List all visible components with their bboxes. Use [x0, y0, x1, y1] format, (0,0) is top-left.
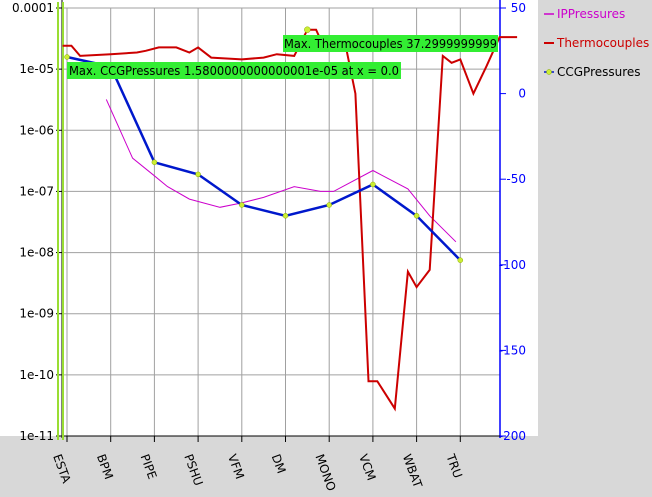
series-line-ccgpressures	[66, 55, 462, 262]
thermo-max-point	[304, 26, 311, 33]
right-tick-label: -200	[499, 429, 526, 443]
series-line-ippressures	[105, 99, 457, 243]
legend-item-ippressures: IPPressures	[544, 7, 625, 21]
series-line-thermocouples	[62, 28, 518, 412]
ccg-point	[282, 213, 289, 219]
annotation-ccg-max: Max. CCGPressures 1.5800000000000001e-05…	[67, 62, 401, 79]
right-tick-label: -150	[499, 343, 526, 357]
ccg-point	[370, 181, 376, 188]
ccg-point	[457, 257, 464, 263]
x-axis-band	[0, 436, 538, 497]
legend-item-thermocouples: Thermocouples	[544, 36, 649, 50]
ccg-point	[64, 54, 70, 60]
right-tick-label: 50	[511, 1, 526, 15]
annotation-thermo-max: Max. Thermocouples 37.2999999999	[283, 35, 498, 52]
ccg-point	[151, 159, 158, 166]
legend-item-ccgpressures: CCGPressures	[544, 65, 641, 79]
legend-label: Thermocouples	[556, 36, 649, 50]
legend-label: IPPressures	[557, 7, 625, 21]
annotation-box	[283, 35, 498, 52]
ccg-point	[413, 213, 420, 219]
annotation-text: Max. Thermocouples 37.2999999999	[284, 37, 497, 51]
right-tick-label: 0	[518, 87, 526, 101]
right-tick-label: -100	[499, 258, 526, 272]
left-tick-label: 1e-05	[19, 62, 54, 76]
left-tick-label: 0.0001	[12, 1, 54, 15]
annotation-text: Max. CCGPressures 1.5800000000000001e-05…	[69, 64, 399, 78]
left-tick-label: 1e-06	[19, 123, 54, 137]
left-tick-label: 1e-08	[19, 246, 54, 260]
legend: IPPressures Thermocouples CCGPressures	[544, 7, 649, 79]
left-tick-label: 1e-11	[19, 429, 54, 443]
legend-label: CCGPressures	[557, 65, 641, 79]
legend-marker	[546, 69, 552, 75]
right-tick-label: -50	[506, 172, 526, 186]
left-tick-label: 1e-09	[19, 307, 54, 321]
left-tick-label: 1e-07	[19, 184, 54, 198]
x-tick-label: DM	[269, 452, 289, 475]
ccg-point	[195, 171, 201, 178]
legend-panel	[538, 0, 652, 497]
ccg-point	[239, 202, 245, 208]
ccg-point	[326, 202, 332, 208]
left-tick-label: 1e-10	[19, 368, 54, 382]
annotation-box	[67, 62, 401, 79]
